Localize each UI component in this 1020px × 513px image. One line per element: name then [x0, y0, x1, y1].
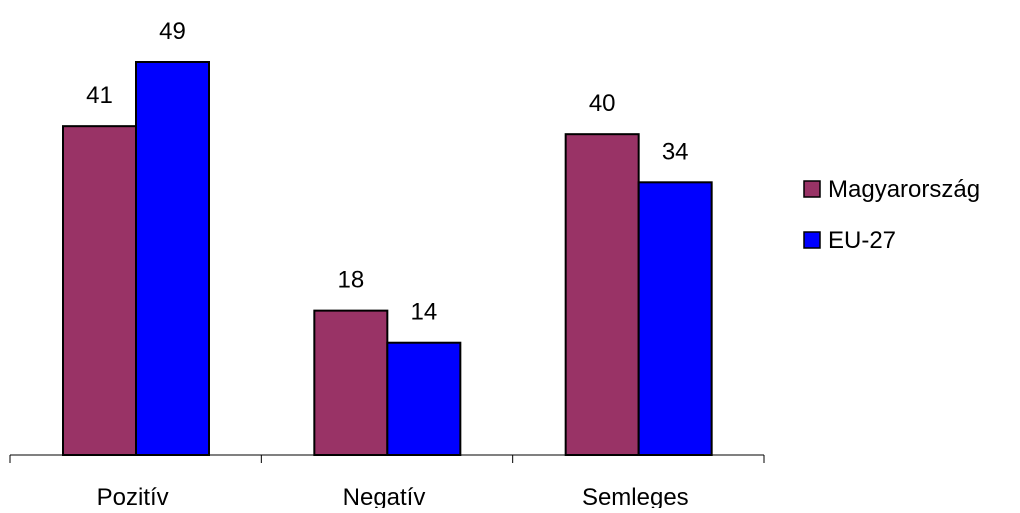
data-label-eu-27-negativ: 14	[410, 299, 437, 326]
data-label-magyarorszag-semleges: 40	[589, 90, 616, 117]
x-tick-label-negativ: Negatív	[343, 484, 426, 508]
legend-label-eu-27: EU-27	[828, 227, 896, 254]
data-label-eu-27-pozitiv: 49	[159, 18, 186, 45]
x-tick-label-pozitiv: Pozitív	[97, 484, 169, 508]
bar-eu-27-negativ	[386, 341, 462, 457]
legend-swatch-eu-27	[803, 231, 821, 249]
bar-eu-27-semleges	[637, 181, 713, 456]
bar-magyarorszag-pozitiv	[62, 125, 137, 456]
bars-layer	[62, 61, 713, 457]
legend-swatch-magyarorszag	[803, 180, 821, 198]
data-label-magyarorszag-negativ: 18	[337, 267, 364, 294]
data-label-eu-27-semleges: 34	[662, 138, 689, 165]
data-label-magyarorszag-pozitiv: 41	[86, 82, 113, 109]
legend-label-magyarorszag: Magyarország	[828, 176, 980, 203]
x-axis: Pozitív Negatív Semleges	[9, 454, 765, 511]
bar-magyarorszag-semleges	[564, 133, 640, 456]
legend: Magyarország EU-27	[803, 176, 980, 254]
x-tick-label-semleges: Semleges	[582, 484, 689, 508]
data-labels-layer: 41 49 18 14 40 34	[86, 18, 688, 326]
bar-magyarorszag-negativ	[313, 309, 389, 456]
bar-eu-27-pozitiv	[135, 61, 210, 456]
